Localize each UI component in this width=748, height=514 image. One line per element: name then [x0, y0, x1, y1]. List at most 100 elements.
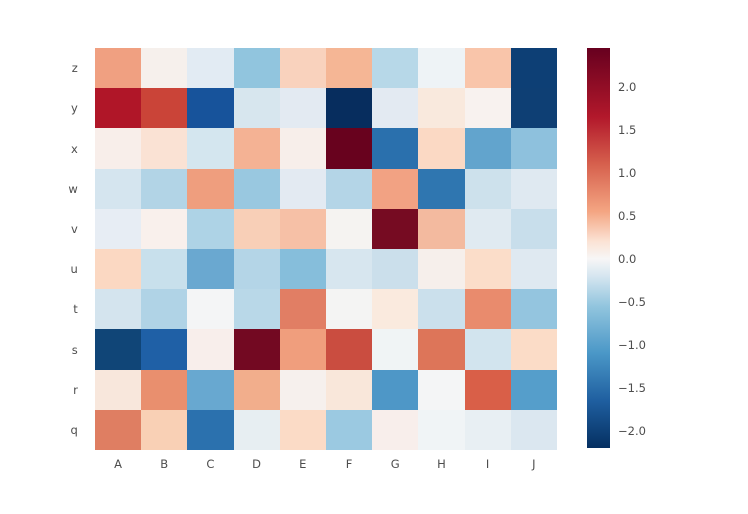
colorbar-tick-label: −2.0 — [618, 423, 646, 438]
colorbar-gradient — [587, 48, 610, 448]
heatmap-cell — [187, 289, 234, 330]
heatmap-cell — [279, 249, 326, 290]
heatmap-cell — [372, 329, 419, 370]
colorbar-tick-label: −1.0 — [618, 337, 646, 352]
heatmap-cell — [464, 128, 511, 169]
heatmap-cell — [418, 409, 465, 450]
heatmap-cell — [372, 128, 419, 169]
heatmap-cell — [510, 409, 557, 450]
x-tick-j: J — [532, 457, 536, 471]
heatmap-cell — [510, 128, 557, 169]
heatmap-cell — [279, 168, 326, 209]
y-tick-r: r — [73, 382, 78, 397]
heatmap-cell — [418, 208, 465, 249]
heatmap-cell — [187, 168, 234, 209]
y-tick-u: u — [70, 262, 78, 277]
heatmap-cell — [418, 48, 465, 89]
heatmap-cell — [95, 249, 142, 290]
heatmap-cell — [187, 249, 234, 290]
heatmap-cell — [418, 289, 465, 330]
heatmap-cell — [464, 88, 511, 129]
heatmap-cell — [95, 48, 142, 89]
y-tick-s: s — [71, 342, 78, 357]
heatmap-cell — [279, 88, 326, 129]
heatmap-cell — [141, 88, 188, 129]
heatmap-cell — [141, 48, 188, 89]
heatmap-cell — [279, 409, 326, 450]
heatmap-cell — [187, 48, 234, 89]
x-tick-b: B — [160, 457, 169, 471]
heatmap-cell — [233, 88, 280, 129]
x-tick-a: A — [114, 457, 123, 471]
heatmap-cell — [510, 329, 557, 370]
colorbar-tick-label: 0.0 — [618, 251, 637, 266]
heatmap-cell — [95, 208, 142, 249]
y-tick-y: y — [70, 101, 78, 116]
colorbar-tick-label: 2.0 — [618, 79, 637, 94]
heatmap-cell — [418, 128, 465, 169]
heatmap-cell — [95, 409, 142, 450]
heatmap-cell — [141, 409, 188, 450]
heatmap-cell — [372, 208, 419, 249]
colorbar-tick-label: 0.5 — [618, 208, 637, 223]
heatmap-cell — [279, 48, 326, 89]
colorbar-tick-label: −0.5 — [618, 294, 646, 309]
heatmap-cell — [464, 249, 511, 290]
x-tick-c: C — [206, 457, 215, 471]
heatmap-cell — [187, 329, 234, 370]
heatmap-cell — [326, 168, 373, 209]
heatmap-cell — [326, 48, 373, 89]
heatmap-cell — [233, 48, 280, 89]
x-tick-h: H — [437, 457, 446, 471]
heatmap-cell — [326, 409, 373, 450]
heatmap-cell — [372, 88, 419, 129]
heatmap-cell — [510, 88, 557, 129]
heatmap-cell — [141, 249, 188, 290]
x-tick-i: I — [485, 457, 490, 471]
heatmap-cell — [326, 88, 373, 129]
heatmap-cell — [279, 369, 326, 410]
x-tick-d: D — [252, 457, 262, 471]
heatmap-cell — [187, 128, 234, 169]
y-tick-t: t — [73, 302, 78, 317]
heatmap-cell — [279, 128, 326, 169]
heatmap-cell — [233, 369, 280, 410]
heatmap-cell — [464, 329, 511, 370]
heatmap-cell — [233, 128, 280, 169]
heatmap-cell — [464, 168, 511, 209]
heatmap-cell — [141, 329, 188, 370]
x-axis-tick-labels: A B C D E F G H I J — [95, 452, 557, 474]
y-tick-x: x — [70, 141, 78, 156]
heatmap-cell — [510, 369, 557, 410]
heatmap-cell — [372, 48, 419, 89]
heatmap-cell — [326, 329, 373, 370]
heatmap-cell — [464, 48, 511, 89]
y-tick-q: q — [70, 422, 78, 437]
y-tick-z: z — [71, 61, 78, 76]
y-axis-tick-labels: z y x w v u t s r q — [45, 48, 87, 450]
heatmap-cell — [372, 249, 419, 290]
x-tick-g: G — [390, 457, 400, 471]
heatmap-cell — [233, 329, 280, 370]
heatmap-cell — [141, 168, 188, 209]
heatmap-cell — [95, 369, 142, 410]
colorbar-tick-label: 1.5 — [618, 122, 637, 137]
heatmap-cell — [233, 249, 280, 290]
heatmap-cell — [326, 128, 373, 169]
x-tick-e: E — [299, 457, 307, 471]
heatmap-cell — [279, 329, 326, 370]
heatmap-cell — [418, 369, 465, 410]
colorbar-tick-label: 1.0 — [618, 165, 637, 180]
heatmap-cell — [141, 128, 188, 169]
heatmap-cell — [95, 168, 142, 209]
heatmap-cell — [372, 168, 419, 209]
heatmap-cell — [372, 369, 419, 410]
heatmap-cell — [95, 128, 142, 169]
heatmap-cell — [326, 208, 373, 249]
heatmap-cell — [141, 369, 188, 410]
colorbar-tick-label: −1.5 — [618, 380, 646, 395]
heatmap-cell — [326, 289, 373, 330]
x-tick-f: F — [345, 457, 353, 471]
heatmap-cell — [95, 88, 142, 129]
